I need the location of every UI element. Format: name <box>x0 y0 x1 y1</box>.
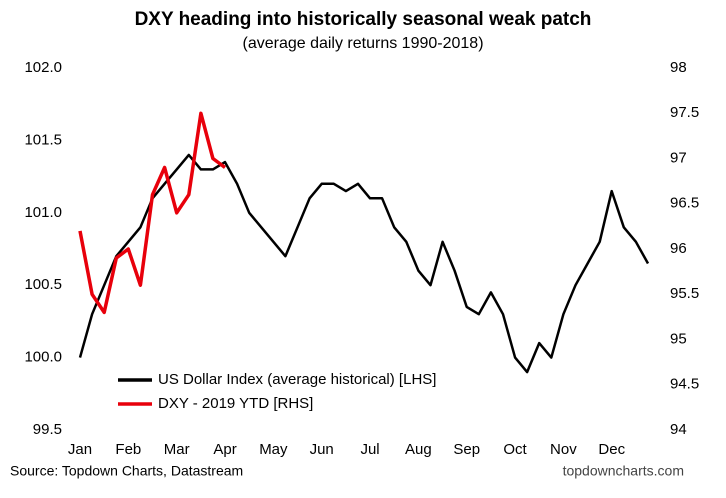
y2-tick-label: 97 <box>670 149 687 166</box>
series-line <box>78 153 650 374</box>
legend-label: DXY - 2019 YTD [RHS] <box>158 395 313 412</box>
x-tick-label: May <box>259 441 288 458</box>
y-tick-label: 102.0 <box>24 59 62 76</box>
y-tick-label: 99.5 <box>33 421 62 438</box>
y2-tick-label: 95 <box>670 330 687 347</box>
x-tick-label: Apr <box>213 441 236 458</box>
y2-tick-label: 95.5 <box>670 285 699 302</box>
y-tick-label: 101.5 <box>24 131 62 148</box>
y2-tick-label: 96.5 <box>670 195 699 212</box>
y2-tick-label: 94 <box>670 421 687 438</box>
watermark: topdowncharts.com <box>563 463 684 479</box>
chart-title: DXY heading into historically seasonal w… <box>135 9 592 30</box>
x-tick-label: Sep <box>453 441 480 458</box>
y2-tick-label: 96 <box>670 240 687 257</box>
x-tick-label: Nov <box>550 441 577 458</box>
y-tick-label: 100.5 <box>24 276 62 293</box>
x-tick-label: Jun <box>310 441 334 458</box>
y-tick-label: 100.0 <box>24 349 62 366</box>
x-tick-label: Jan <box>68 441 92 458</box>
y2-tick-label: 98 <box>670 59 687 76</box>
legend-label: US Dollar Index (average historical) [LH… <box>158 371 436 388</box>
x-tick-label: Dec <box>598 441 625 458</box>
chart-subtitle: (average daily returns 1990-2018) <box>242 35 483 52</box>
series-line <box>78 111 227 315</box>
x-tick-label: Feb <box>115 441 141 458</box>
y2-tick-label: 94.5 <box>670 376 699 393</box>
x-tick-label: Mar <box>164 441 190 458</box>
source: Source: Topdown Charts, Datastream <box>10 463 243 479</box>
x-tick-label: Jul <box>360 441 379 458</box>
y-tick-label: 101.0 <box>24 204 62 221</box>
y2-tick-label: 97.5 <box>670 104 699 121</box>
x-tick-label: Oct <box>503 441 527 458</box>
x-tick-label: Aug <box>405 441 432 458</box>
